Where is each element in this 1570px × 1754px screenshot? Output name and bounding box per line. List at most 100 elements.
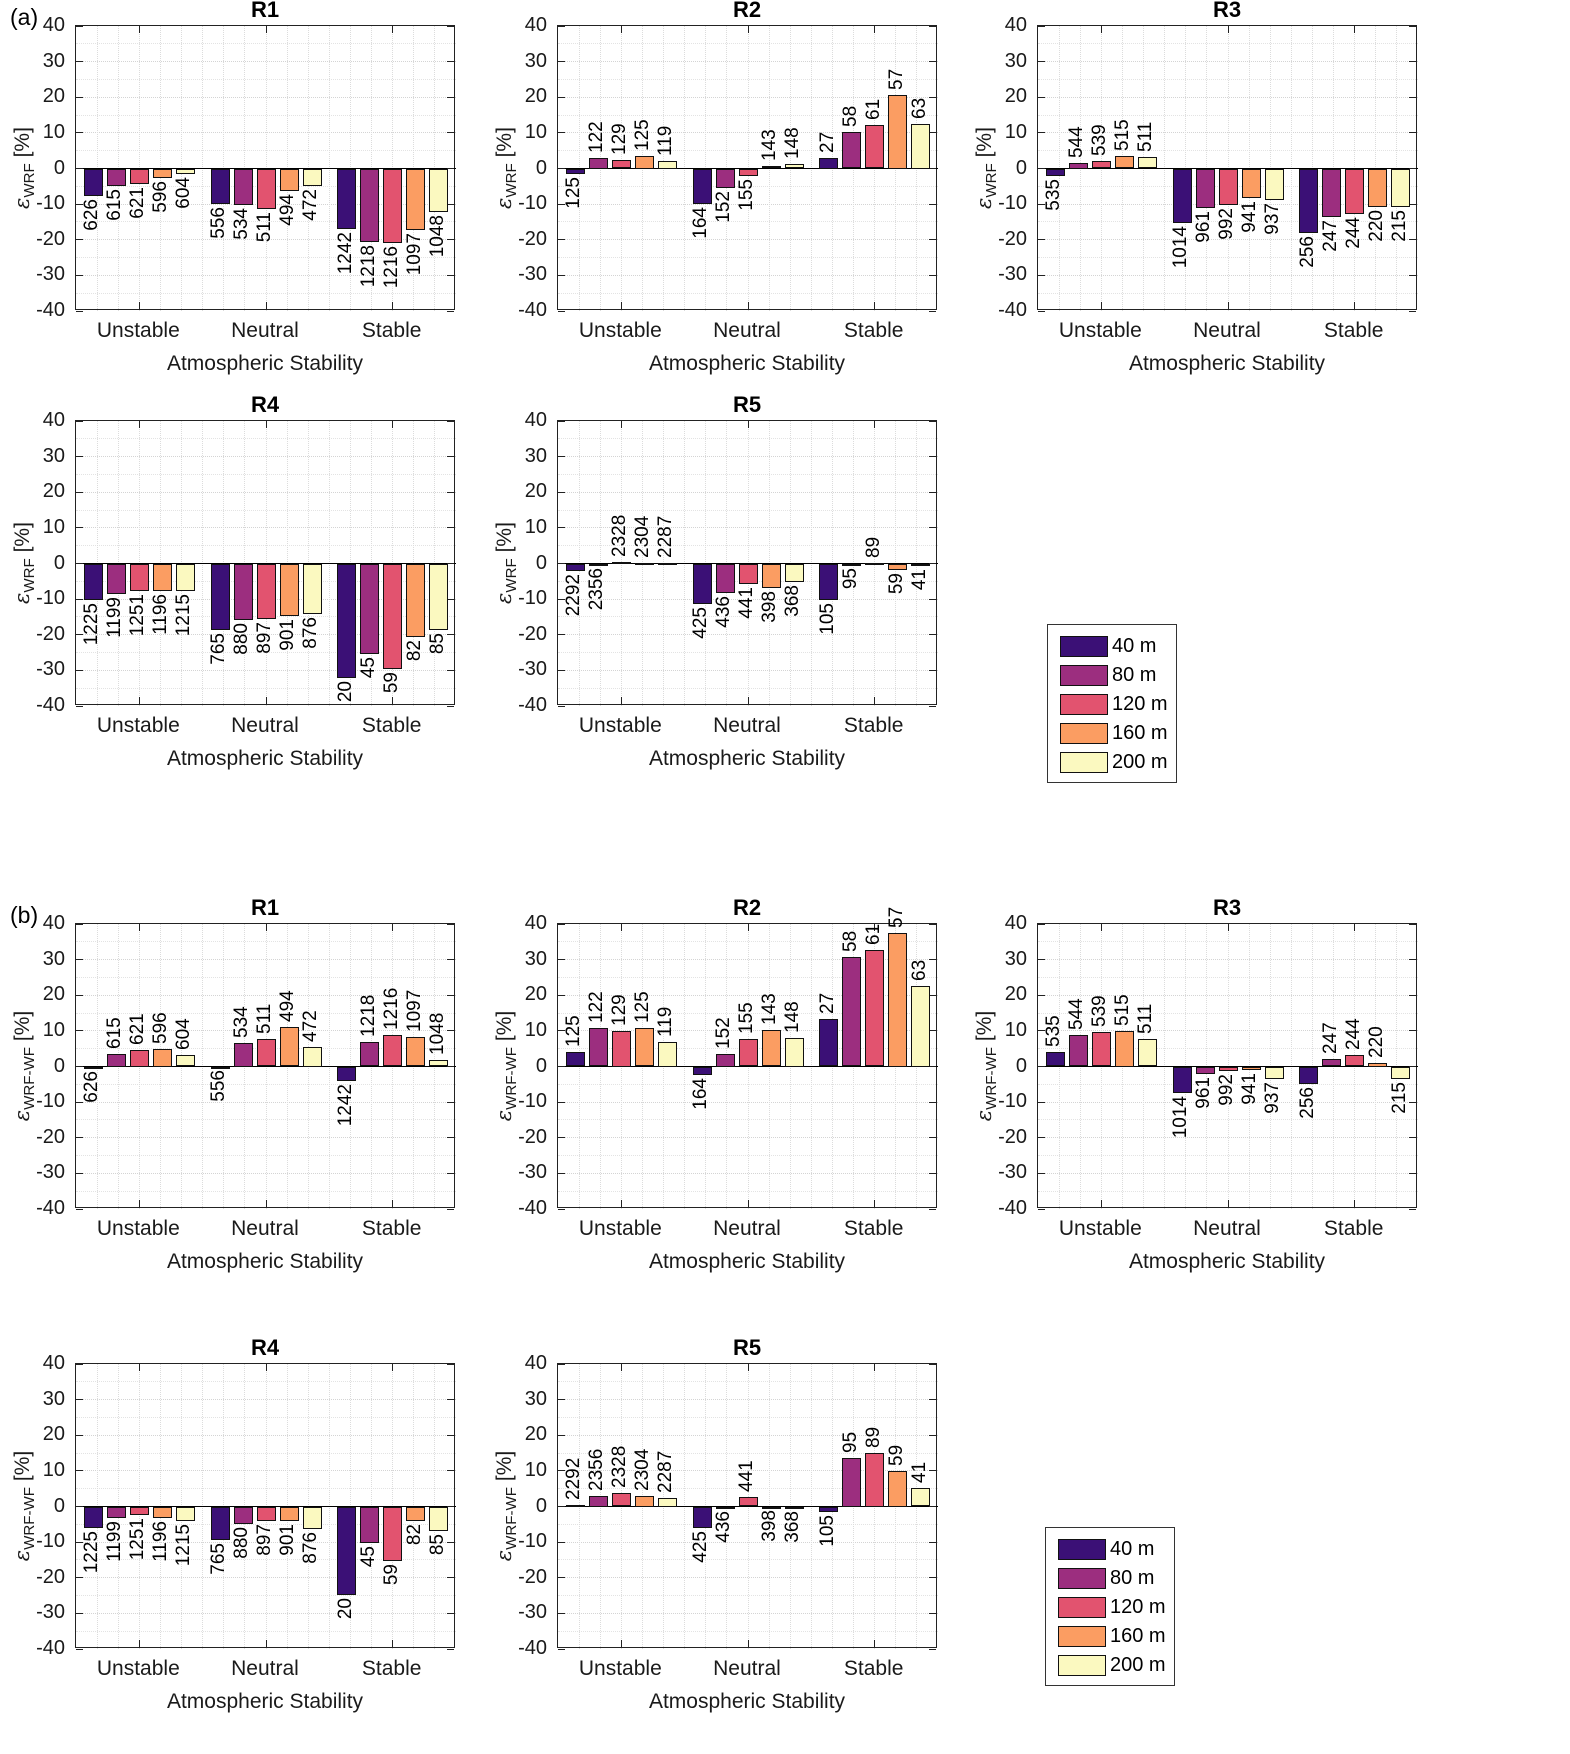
axis-tick [265, 697, 267, 704]
axis-tick [558, 96, 565, 98]
chart-a-r5: R5 εWRF [%] 40 30 20 10 0 -10 -20 -30 -40 Unstable 2… [482, 392, 952, 790]
axis-tick [265, 1200, 267, 1207]
bar-80m [1322, 168, 1342, 218]
axis-tick [76, 1612, 83, 1614]
axis-tick [447, 705, 454, 707]
chart-title: R3 [1212, 0, 1242, 22]
axis-tick [138, 1640, 140, 1647]
axis-tick [1038, 274, 1045, 276]
bar-80m [715, 1506, 735, 1509]
bar-count-label: 1199 [104, 1521, 126, 1563]
bar-160m [1241, 168, 1261, 199]
bar-200m [911, 1487, 931, 1507]
legend-label: 200 m [1110, 1654, 1166, 1676]
bar-count-label: 1225 [81, 1530, 103, 1574]
axis-tick [929, 959, 936, 961]
y-tick-label: -40 [518, 1637, 547, 1659]
chart-b-r2: R2 εWRF-WF [%] 40 30 20 10 0 -10 -20 -30 -40 Unstab… [482, 895, 952, 1293]
axis-tick [76, 1363, 83, 1365]
bar-count-label: 441 [736, 587, 757, 619]
bar-80m [360, 1506, 380, 1544]
axis-tick [447, 1363, 454, 1365]
y-tick-label: 20 [524, 480, 547, 503]
bar-count-label: 1218 [357, 244, 379, 287]
y-tick-label: -30 [998, 263, 1027, 286]
axis-tick [447, 96, 454, 98]
bar-count-label: 1242 [334, 232, 356, 275]
bar-count-label: 961 [1193, 210, 1214, 243]
bar-count-label: 256 [1296, 235, 1318, 268]
bar-40m [565, 1504, 585, 1507]
axis-tick [558, 1399, 565, 1401]
bar-count-label: 59 [380, 1563, 402, 1585]
x-axis-label: Atmospheric Stability [166, 1690, 364, 1713]
axis-tick [874, 924, 876, 931]
axis-tick [929, 1066, 936, 1067]
axis-tick [558, 1648, 565, 1650]
bar-count-label: 2304 [632, 1448, 654, 1491]
axis-tick [558, 598, 565, 600]
bar-200m [302, 168, 322, 187]
bar-200m [429, 1506, 449, 1532]
axis-tick [1409, 310, 1416, 312]
y-tick-label: -40 [518, 1197, 547, 1219]
axis-tick [874, 26, 876, 33]
axis-tick [874, 1364, 876, 1371]
bar-count-label: 1014 [1170, 1096, 1191, 1139]
axis-tick [747, 924, 749, 931]
chart-a-r2: R2 εWRF [%] 40 30 20 10 0 -10 -20 -30 -40 Unstable 1… [482, 0, 952, 395]
axis-tick [558, 959, 565, 961]
zero-line [76, 562, 456, 564]
x-axis-label: Atmospheric Stability [648, 1250, 846, 1273]
y-tick-label: 30 [42, 947, 65, 970]
axis-tick [558, 563, 565, 564]
axis-tick [1038, 203, 1045, 205]
bar-count-label: 125 [632, 991, 654, 1024]
bar-200m [429, 563, 449, 631]
axis-tick [1227, 302, 1229, 309]
bar-count-label: 941 [1239, 1073, 1260, 1105]
axis-tick [447, 456, 454, 458]
y-tick-label: -40 [36, 1197, 65, 1219]
bar-80m [360, 168, 380, 242]
x-tick-label: Unstable [96, 714, 180, 737]
axis-tick [138, 302, 140, 309]
bar-count-label: 1048 [426, 214, 448, 258]
axis-tick [265, 26, 267, 33]
bar-120m [865, 125, 885, 169]
axis-tick [558, 1434, 565, 1436]
x-tick-label: Neutral [231, 319, 299, 342]
x-tick-label: Neutral [713, 714, 781, 737]
axis-tick [747, 421, 749, 428]
axis-tick [76, 598, 83, 600]
axis-tick [447, 1137, 454, 1139]
axis-tick [620, 421, 622, 428]
y-tick-label: 40 [42, 912, 65, 934]
chart-title: R4 [250, 392, 280, 417]
axis-tick [929, 274, 936, 276]
x-tick-label: Stable [361, 1217, 422, 1240]
x-tick-label: Stable [1323, 319, 1384, 342]
bar-160m [634, 562, 654, 565]
bar-80m [360, 563, 380, 654]
zero-line [1038, 1065, 1418, 1067]
axis-tick [1409, 1066, 1416, 1067]
axis-tick [929, 1541, 936, 1543]
axis-tick [447, 25, 454, 27]
y-tick-label: 30 [1004, 49, 1027, 72]
bar-80m [715, 563, 735, 593]
bar-120m [1091, 1031, 1111, 1067]
bar-200m [429, 168, 449, 212]
bar-count-label: 937 [1262, 202, 1283, 235]
axis-tick [558, 61, 565, 63]
bar-120m [611, 1030, 631, 1067]
axis-tick [447, 491, 454, 493]
bar-count-label: 1199 [104, 596, 126, 638]
bar-count-label: 961 [1193, 1077, 1214, 1110]
axis-tick [1038, 61, 1045, 63]
axis-tick [1100, 302, 1102, 309]
y-tick-label: 30 [524, 49, 547, 72]
bar-count-label: 41 [908, 1461, 930, 1483]
bar-120m [611, 562, 631, 565]
bar-160m [152, 1048, 172, 1067]
